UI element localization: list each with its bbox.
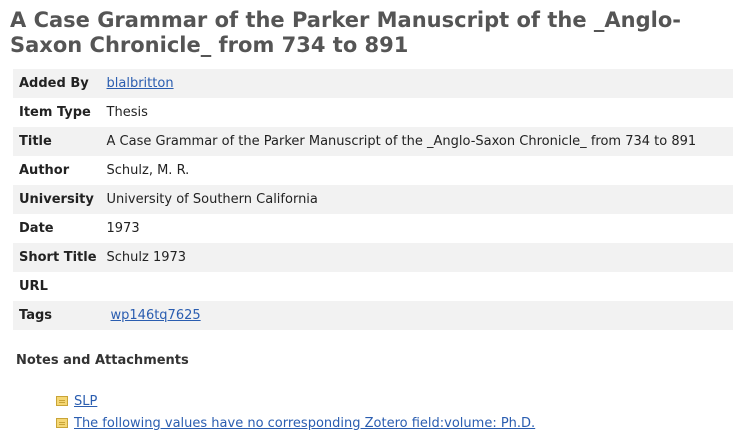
note-item: SLP — [56, 390, 535, 412]
field-value: University of Southern California — [106, 192, 318, 207]
field-label: Short Title — [19, 250, 97, 265]
field-row-short-title: Short Title Schulz 1973 — [13, 243, 733, 272]
field-label: Title — [19, 134, 52, 149]
field-row-item-type: Item Type Thesis — [13, 98, 733, 127]
added-by-user-link[interactable]: blalbritton — [106, 76, 174, 91]
page-title: A Case Grammar of the Parker Manuscript … — [10, 8, 681, 57]
field-label: Added By — [19, 76, 89, 91]
field-value: Schulz, M. R. — [106, 163, 190, 178]
notes-list: SLP The following values have no corresp… — [56, 390, 535, 434]
field-row-url: URL — [13, 272, 733, 301]
field-value: blalbritton — [103, 69, 733, 98]
field-row-date: Date 1973 — [13, 214, 733, 243]
note-icon — [56, 396, 68, 406]
field-row-title: Title A Case Grammar of the Parker Manus… — [13, 127, 733, 156]
field-label: Date — [19, 221, 54, 236]
field-label: Author — [19, 163, 70, 178]
field-row-university: University University of Southern Califo… — [13, 185, 733, 214]
field-value: Thesis — [106, 105, 148, 120]
field-value: Schulz 1973 — [106, 250, 187, 265]
field-row-author: Author Schulz, M. R. — [13, 156, 733, 185]
field-value: A Case Grammar of the Parker Manuscript … — [106, 134, 697, 149]
field-value — [103, 272, 733, 301]
field-value: 1973 — [106, 221, 140, 236]
note-item: The following values have no correspondi… — [56, 412, 535, 434]
field-label: University — [19, 192, 94, 207]
field-label: Tags — [19, 308, 53, 323]
field-value: wp146tq7625 — [103, 301, 733, 330]
item-metadata-table: Added By blalbritton Item Type Thesis Ti… — [13, 69, 733, 330]
note-icon — [56, 418, 68, 428]
field-row-tags: Tags wp146tq7625 — [13, 301, 733, 330]
field-row-added-by: Added By blalbritton — [13, 69, 733, 98]
notes-attachments-heading: Notes and Attachments — [16, 353, 189, 368]
tag-link[interactable]: wp146tq7625 — [110, 308, 201, 323]
note-link[interactable]: The following values have no correspondi… — [74, 415, 536, 431]
field-label: URL — [19, 279, 48, 294]
note-link[interactable]: SLP — [74, 393, 98, 409]
field-label: Item Type — [19, 105, 91, 120]
